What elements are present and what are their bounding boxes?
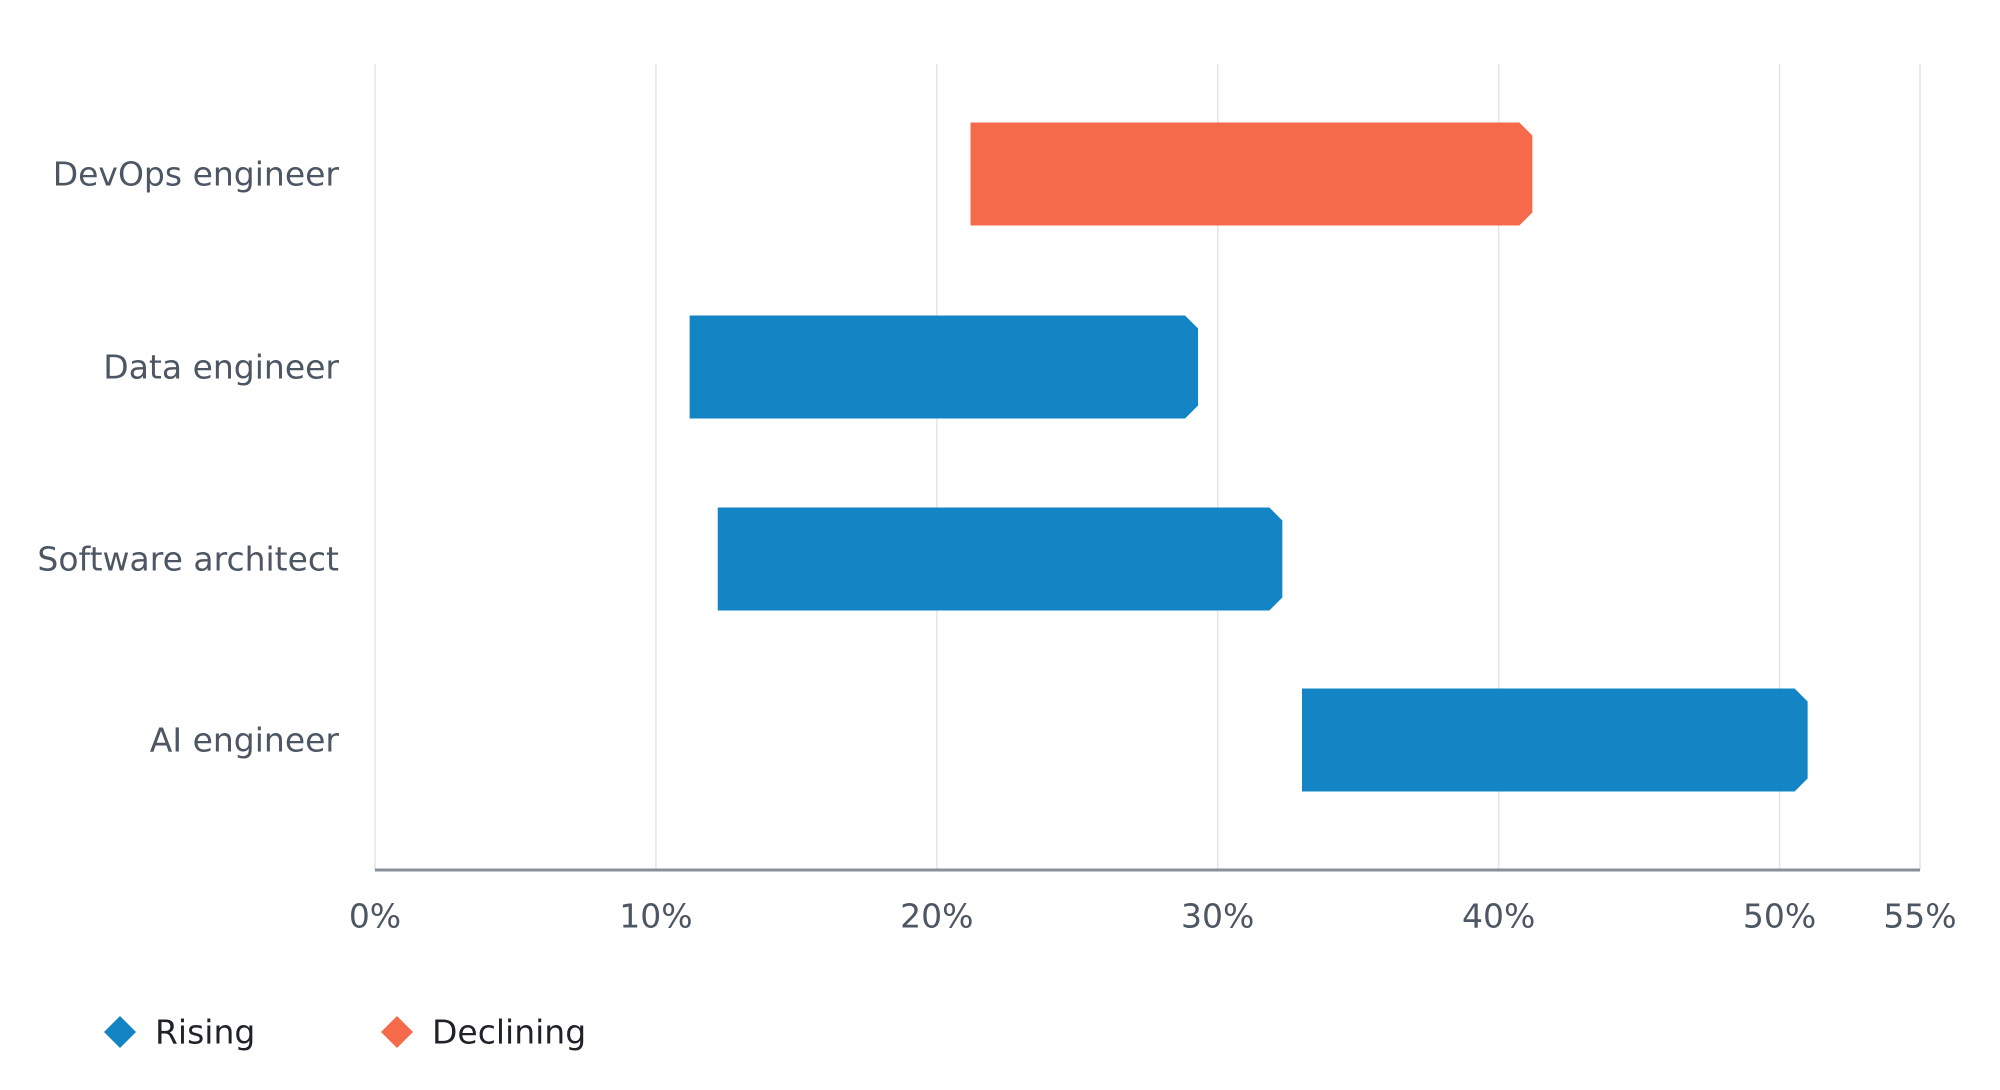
x-tick-label: 20% — [900, 897, 973, 936]
x-tick-label: 30% — [1181, 897, 1254, 936]
y-tick-label: AI engineer — [150, 721, 340, 760]
legend-marker — [381, 1016, 413, 1048]
range-bar — [717, 507, 1283, 611]
x-tick-label: 10% — [619, 897, 692, 936]
y-tick-label: DevOps engineer — [53, 155, 340, 194]
y-tick-label: Data engineer — [103, 348, 339, 387]
range-bar — [689, 315, 1199, 419]
legend-label: Declining — [432, 1013, 586, 1052]
legend-label: Rising — [155, 1013, 255, 1052]
range-bar — [970, 122, 1533, 226]
x-tick-label: 0% — [349, 897, 401, 936]
y-tick-label: Software architect — [37, 540, 339, 579]
x-tick-label: 55% — [1883, 897, 1956, 936]
x-tick-label: 40% — [1462, 897, 1535, 936]
x-tick-label: 50% — [1743, 897, 1816, 936]
range-bar — [1302, 688, 1808, 792]
legend-marker — [104, 1016, 136, 1048]
